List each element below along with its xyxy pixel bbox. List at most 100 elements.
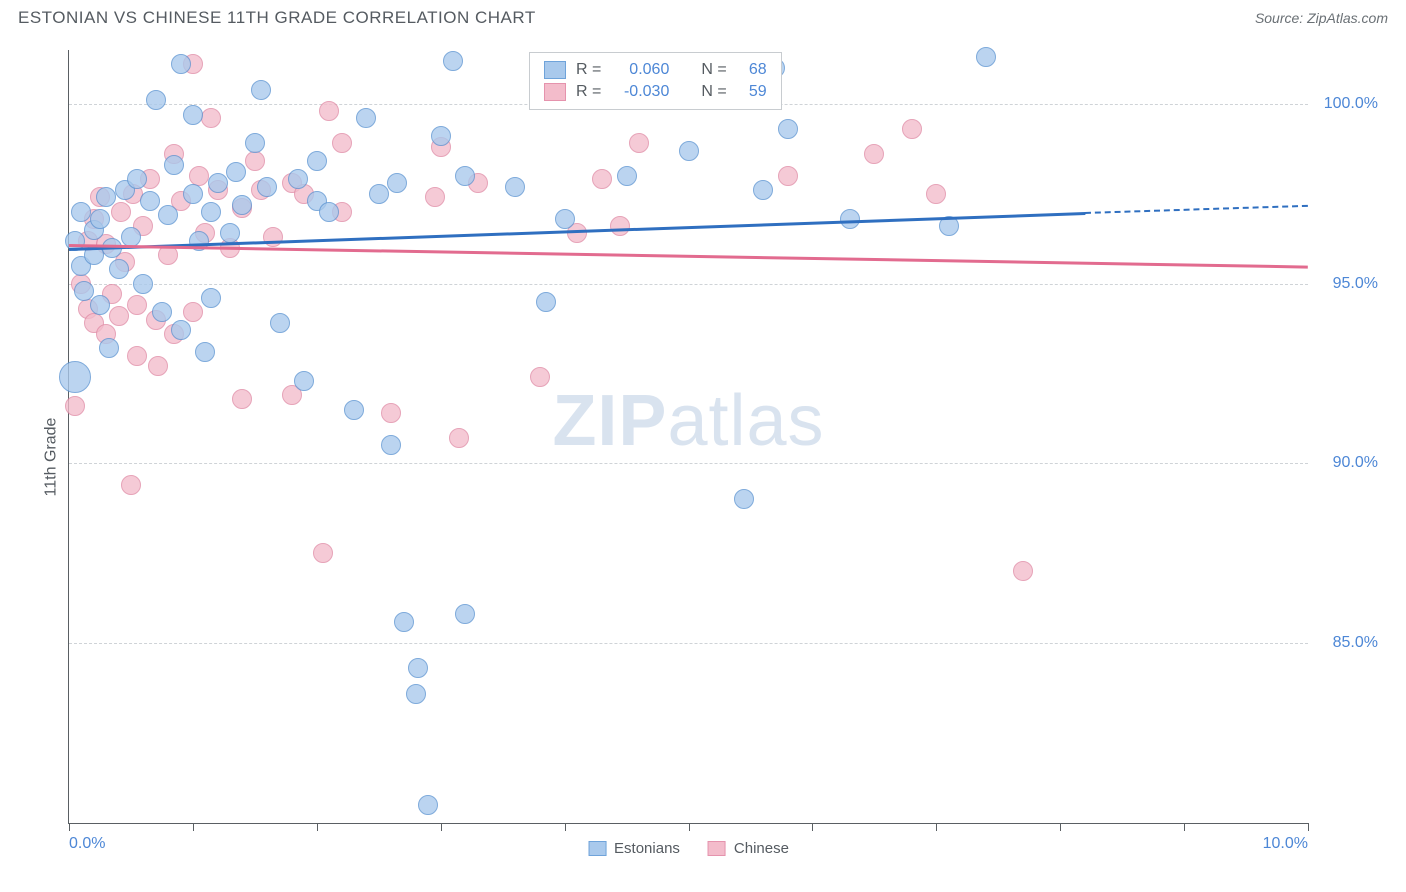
estonian-trendline-extrapolated xyxy=(1085,205,1308,214)
estonian-point xyxy=(74,281,94,301)
estonian-point xyxy=(319,202,339,222)
legend-n-label: N = xyxy=(701,83,726,101)
legend-n-value: 68 xyxy=(737,61,767,79)
estonian-point xyxy=(307,151,327,171)
estonian-point xyxy=(344,400,364,420)
gridline xyxy=(69,643,1308,644)
watermark-atlas: atlas xyxy=(667,381,824,461)
chinese-point xyxy=(263,227,283,247)
watermark: ZIPatlas xyxy=(552,380,824,462)
estonian-point xyxy=(734,489,754,509)
legend-swatch xyxy=(588,841,606,856)
estonian-point xyxy=(406,684,426,704)
estonian-point xyxy=(455,604,475,624)
estonian-point xyxy=(369,184,389,204)
legend-row: R =-0.030N =59 xyxy=(544,81,767,103)
x-tick-label-max: 10.0% xyxy=(1263,835,1308,853)
chart-title: ESTONIAN VS CHINESE 11TH GRADE CORRELATI… xyxy=(18,8,536,28)
estonian-point xyxy=(394,612,414,632)
legend-swatch xyxy=(708,841,726,856)
estonian-point xyxy=(109,259,129,279)
estonian-point xyxy=(251,80,271,100)
estonian-point xyxy=(257,177,277,197)
estonian-point xyxy=(840,209,860,229)
x-tick xyxy=(317,823,318,831)
estonian-point xyxy=(146,90,166,110)
chinese-point xyxy=(902,119,922,139)
estonian-point xyxy=(121,227,141,247)
gridline xyxy=(69,463,1308,464)
chinese-point xyxy=(778,166,798,186)
estonian-point xyxy=(387,173,407,193)
chinese-point xyxy=(65,396,85,416)
estonian-point xyxy=(431,126,451,146)
legend-r-value: -0.030 xyxy=(611,83,669,101)
chinese-point xyxy=(148,356,168,376)
x-tick-label-min: 0.0% xyxy=(69,835,105,853)
legend-r-value: 0.060 xyxy=(611,61,669,79)
x-tick xyxy=(69,823,70,831)
x-tick xyxy=(936,823,937,831)
chinese-point xyxy=(111,202,131,222)
estonian-point xyxy=(505,177,525,197)
estonian-point xyxy=(536,292,556,312)
estonian-point xyxy=(195,342,215,362)
x-tick xyxy=(1308,823,1309,831)
estonian-point xyxy=(753,180,773,200)
chinese-point xyxy=(592,169,612,189)
estonian-point xyxy=(171,320,191,340)
x-tick xyxy=(441,823,442,831)
chinese-point xyxy=(332,133,352,153)
estonian-point xyxy=(133,274,153,294)
legend-r-label: R = xyxy=(576,83,601,101)
chinese-point xyxy=(530,367,550,387)
estonian-point xyxy=(90,295,110,315)
x-tick xyxy=(1060,823,1061,831)
estonian-point xyxy=(201,202,221,222)
chinese-point xyxy=(201,108,221,128)
estonian-point xyxy=(171,54,191,74)
estonian-point xyxy=(158,205,178,225)
chinese-point xyxy=(313,543,333,563)
chinese-point xyxy=(629,133,649,153)
series-legend-label: Estonians xyxy=(614,840,680,857)
estonian-point xyxy=(183,184,203,204)
y-tick-label: 95.0% xyxy=(1333,275,1378,293)
estonian-point xyxy=(71,202,91,222)
estonian-point xyxy=(226,162,246,182)
source-label: Source: ZipAtlas.com xyxy=(1255,10,1388,26)
x-tick xyxy=(812,823,813,831)
chinese-point xyxy=(449,428,469,448)
estonian-point xyxy=(127,169,147,189)
estonian-point xyxy=(152,302,172,322)
estonian-point xyxy=(617,166,637,186)
series-legend-item: Estonians xyxy=(588,840,680,857)
plot-area: ZIPatlas R =0.060N =68R =-0.030N =59 Est… xyxy=(68,50,1308,824)
estonian-point xyxy=(270,313,290,333)
chinese-point xyxy=(127,346,147,366)
estonian-point xyxy=(778,119,798,139)
chinese-point xyxy=(183,302,203,322)
estonian-point xyxy=(455,166,475,186)
estonian-point xyxy=(356,108,376,128)
estonian-point xyxy=(381,435,401,455)
chinese-point xyxy=(121,475,141,495)
x-tick xyxy=(193,823,194,831)
estonian-point xyxy=(96,187,116,207)
estonian-point xyxy=(183,105,203,125)
legend-n-label: N = xyxy=(701,61,726,79)
x-tick xyxy=(1184,823,1185,831)
legend-r-label: R = xyxy=(576,61,601,79)
estonian-point xyxy=(208,173,228,193)
x-tick xyxy=(689,823,690,831)
estonian-point xyxy=(288,169,308,189)
chinese-point xyxy=(109,306,129,326)
y-axis-label: 11th Grade xyxy=(42,418,60,497)
y-tick-label: 90.0% xyxy=(1333,454,1378,472)
series-legend-label: Chinese xyxy=(734,840,789,857)
estonian-point xyxy=(232,195,252,215)
chinese-point xyxy=(127,295,147,315)
chinese-point xyxy=(425,187,445,207)
chinese-point xyxy=(610,216,630,236)
chinese-point xyxy=(926,184,946,204)
